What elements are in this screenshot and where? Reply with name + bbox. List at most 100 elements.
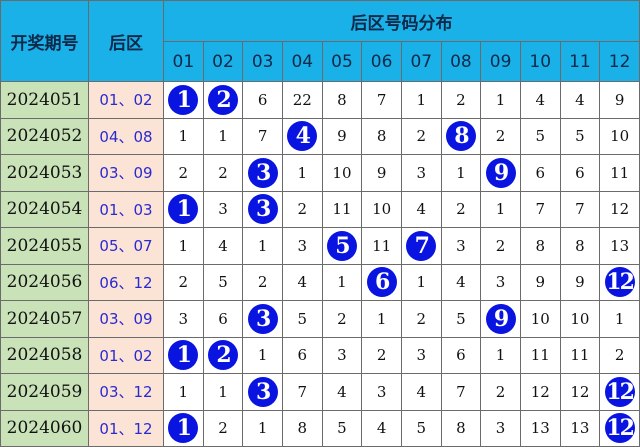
miss-count-cell: 1	[321, 263, 363, 301]
hit-ball: 2	[207, 84, 238, 115]
column-header: 12	[599, 41, 640, 82]
miss-count-cell: 4	[281, 263, 323, 301]
hit-cell: 12	[599, 263, 640, 301]
hit-cell: 1	[163, 409, 204, 447]
miss-count-cell: 1	[202, 117, 244, 155]
hit-cell: 6	[361, 263, 402, 301]
hit-cell: 9	[480, 154, 521, 192]
miss-count-cell: 2	[440, 190, 482, 228]
miss-count-cell: 5	[321, 409, 363, 447]
period-cell: 2024054	[0, 190, 89, 228]
miss-count-cell: 6	[519, 154, 561, 192]
miss-count-cell: 3	[480, 409, 521, 447]
back-numbers-cell: 01、02	[88, 336, 164, 374]
hit-cell: 1	[163, 190, 204, 228]
miss-count-cell: 5	[281, 300, 323, 338]
miss-count-cell: 13	[559, 409, 601, 447]
table-row: 2024055 05、07 1 4 1 3 5 11 7 3 2 8 8 13	[0, 227, 640, 265]
table-row: 2024052 04、08 1 1 7 4 9 8 2 8 2 5 5 10	[0, 117, 640, 155]
miss-count-cell: 9	[519, 263, 561, 301]
miss-count-cell: 9	[361, 154, 402, 192]
hit-ball: 1	[168, 194, 199, 225]
hit-ball: 3	[247, 303, 278, 334]
table-body: 2024051 01、02 1 2 6 22 8 7 1 2 1 4 4 9 2024052 04、08 1 1 7…	[0, 81, 640, 447]
miss-count-cell: 1	[163, 227, 204, 265]
miss-count-cell: 1	[361, 300, 402, 338]
miss-count-cell: 5	[519, 117, 561, 155]
hit-cell: 1	[163, 81, 204, 119]
distribution-header: 后区号码分布	[163, 0, 640, 42]
miss-count-cell: 4	[400, 190, 442, 228]
hit-cell: 3	[242, 373, 283, 411]
miss-count-cell: 2	[163, 154, 204, 192]
hit-cell: 2	[202, 81, 244, 119]
hit-ball: 8	[445, 121, 476, 152]
miss-count-cell: 10	[361, 190, 402, 228]
table-row: 2024056 06、12 2 5 2 4 1 6 1 4 3 9 9 12	[0, 263, 640, 301]
hit-cell: 1	[163, 336, 204, 374]
miss-count-cell: 9	[599, 81, 640, 119]
miss-count-cell: 1	[480, 190, 521, 228]
hit-ball: 3	[247, 376, 278, 407]
table-row: 2024057 03、09 3 6 3 5 2 1 2 5 9 10 10 1	[0, 300, 640, 338]
miss-count-cell: 7	[519, 190, 561, 228]
period-cell: 2024051	[0, 81, 89, 119]
column-header: 04	[281, 41, 323, 82]
back-numbers-cell: 03、09	[88, 154, 164, 192]
miss-count-cell: 2	[242, 263, 283, 301]
miss-count-cell: 2	[163, 263, 204, 301]
back-numbers-cell: 03、09	[88, 300, 164, 338]
miss-count-cell: 3	[361, 373, 402, 411]
hit-ball: 12	[604, 267, 635, 298]
hit-ball: 9	[485, 157, 516, 188]
back-numbers-cell: 01、02	[88, 81, 164, 119]
miss-count-cell: 22	[281, 81, 323, 119]
hit-cell: 9	[480, 300, 521, 338]
miss-count-cell: 4	[519, 81, 561, 119]
miss-count-cell: 10	[321, 154, 363, 192]
hit-cell: 4	[281, 117, 323, 155]
table-row: 2024059 03、12 1 1 3 7 4 3 4 7 2 12 12 12	[0, 373, 640, 411]
miss-count-cell: 7	[281, 373, 323, 411]
column-header: 09	[480, 41, 521, 82]
miss-count-cell: 2	[202, 154, 244, 192]
miss-count-cell: 1	[480, 81, 521, 119]
miss-count-cell: 3	[321, 336, 363, 374]
period-cell: 2024057	[0, 300, 89, 338]
miss-count-cell: 2	[281, 190, 323, 228]
back-header: 后区	[88, 0, 164, 82]
miss-count-cell: 10	[519, 300, 561, 338]
miss-count-cell: 10	[599, 117, 640, 155]
miss-count-cell: 1	[163, 373, 204, 411]
miss-count-cell: 11	[519, 336, 561, 374]
miss-count-cell: 8	[559, 227, 601, 265]
column-header: 05	[321, 41, 363, 82]
miss-count-cell: 5	[202, 263, 244, 301]
period-cell: 2024056	[0, 263, 89, 301]
miss-count-cell: 12	[519, 373, 561, 411]
hit-ball: 12	[604, 413, 635, 444]
miss-count-cell: 7	[440, 373, 482, 411]
table-row: 2024051 01、02 1 2 6 22 8 7 1 2 1 4 4 9	[0, 81, 640, 119]
period-cell: 2024058	[0, 336, 89, 374]
hit-cell: 8	[440, 117, 482, 155]
hit-ball: 6	[366, 267, 397, 298]
miss-count-cell: 6	[559, 154, 601, 192]
miss-count-cell: 1	[281, 154, 323, 192]
miss-count-cell: 13	[599, 227, 640, 265]
column-header: 02	[202, 41, 244, 82]
miss-count-cell: 3	[400, 336, 442, 374]
period-cell: 2024053	[0, 154, 89, 192]
miss-count-cell: 3	[202, 190, 244, 228]
miss-count-cell: 1	[599, 300, 640, 338]
table-row: 2024058 01、02 1 2 1 6 3 2 3 6 1 11 11 2	[0, 336, 640, 374]
column-header: 03	[242, 41, 283, 82]
back-numbers-cell: 06、12	[88, 263, 164, 301]
miss-count-cell: 4	[361, 409, 402, 447]
miss-count-cell: 2	[202, 409, 244, 447]
miss-count-cell: 5	[559, 117, 601, 155]
header-row: 开奖期号 后区 后区号码分布	[0, 0, 640, 82]
miss-count-cell: 4	[321, 373, 363, 411]
